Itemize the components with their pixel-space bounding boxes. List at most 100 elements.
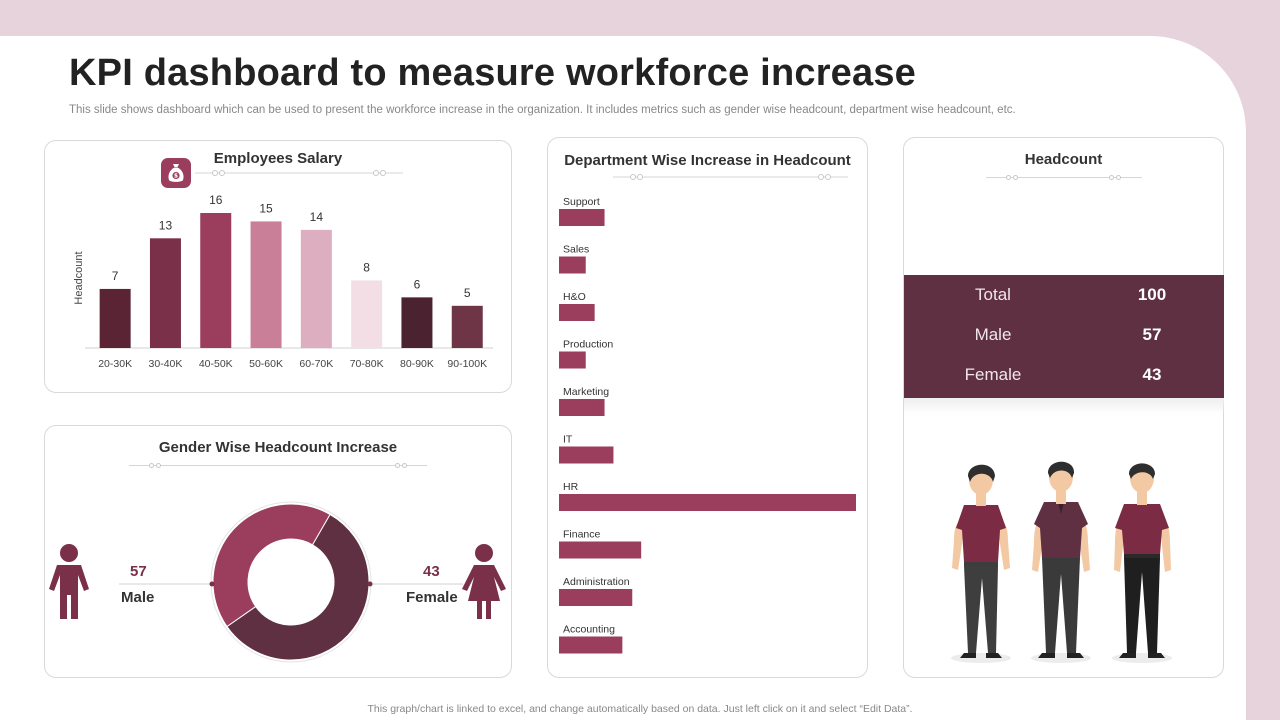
divider-dot [818,174,824,180]
divider-dot [373,170,379,176]
department-label: IT [563,434,573,446]
divider-dot [1116,175,1121,180]
headcount-row-male: Male 57 [904,325,1224,355]
salary-bar-chart: 7 20-30K 13 30-40K 16 40-50K 15 50-60K 14 60-70K 8… [73,170,493,370]
department-label: Administration [563,576,630,588]
people-illustration [951,461,1172,663]
department-bar [559,209,605,226]
person-2-figure [1031,461,1091,663]
headcount-value: 100 [1137,285,1167,304]
salary-bar [451,305,483,348]
department-label: Support [563,196,600,208]
headcount-label: Total [975,285,1011,304]
y-axis-label: Headcount [73,251,85,304]
gender-chart-title: Gender Wise Headcount Increase [158,439,398,456]
department-bar [559,589,633,606]
male-value: 57 [130,563,147,580]
divider-dot [156,463,161,468]
department-label: Finance [563,529,601,541]
female-value: 43 [423,563,440,580]
headcount-value: 57 [1142,325,1162,344]
x-tick-label: 70-80K [350,358,384,370]
salary-bar [149,238,181,348]
department-panel[interactable]: Department Wise Increase in Headcount Su… [547,137,868,678]
department-bar [559,494,856,511]
bar-value-label: 16 [209,193,223,207]
department-bar [559,304,595,321]
x-tick-label: 80-90K [400,358,434,370]
table-shadow [904,398,1224,414]
headcount-value: 43 [1142,365,1162,384]
bar-value-label: 6 [414,277,421,291]
bar-value-label: 14 [310,210,324,224]
headcount-panel[interactable]: Headcount Total 100 Male 57 Female 43 [903,137,1224,678]
divider-dot [630,174,636,180]
divider-dot [219,170,225,176]
divider-dot [637,174,643,180]
footer-note: This graph/chart is linked to excel, and… [367,703,913,715]
salary-panel[interactable]: $ Employees Salary 7 20-30K 13 30-40K 16 40-5… [44,140,512,393]
bar-value-label: 8 [363,261,370,275]
bar-value-label: 5 [464,286,471,300]
department-label: HR [563,481,579,493]
headcount-row-total: Total 100 [904,285,1224,315]
salary-chart-title: Employees Salary [213,150,343,167]
divider-dot [1006,175,1011,180]
department-bar [559,446,614,464]
salary-bar [200,213,232,348]
money-bag-icon: $ [161,158,191,188]
divider-dot [402,463,407,468]
connector-dot [209,581,215,587]
department-bar-chart: Support Sales H&O Production Marketing IT HR Fi… [559,174,856,654]
x-tick-label: 90-100K [447,358,487,370]
bar-value-label: 13 [159,218,173,232]
headcount-title-divider [986,177,1142,178]
person-3-figure [1112,463,1172,663]
department-label: Production [563,339,613,351]
department-label: H&O [563,291,586,303]
x-tick-label: 30-40K [149,358,183,370]
divider-dot [1109,175,1114,180]
divider-dot [212,170,218,176]
divider-dot [825,174,831,180]
headcount-table: Total 100 Male 57 Female 43 [904,275,1224,398]
page-subtitle: This slide shows dashboard which can be … [69,104,1016,116]
male-label: Male [121,589,155,606]
headcount-title: Headcount [1024,151,1103,168]
x-tick-label: 20-30K [98,358,132,370]
department-bar [559,351,586,369]
salary-bar [300,229,332,348]
department-chart-title: Department Wise Increase in Headcount [564,152,851,169]
x-tick-label: 40-50K [199,358,233,370]
department-label: Accounting [563,624,615,636]
svg-text:$: $ [174,173,178,180]
donut-slice [212,503,331,628]
frame-top [0,0,1280,36]
person-1-figure [951,464,1011,663]
department-bar [559,541,642,559]
divider-dot [395,463,400,468]
female-person-icon [462,544,506,619]
x-tick-label: 60-70K [299,358,333,370]
bar-value-label: 15 [259,201,273,215]
page-title: KPI dashboard to measure workforce incre… [69,52,917,94]
department-label: Marketing [563,386,609,398]
connector-dot [367,581,373,587]
bar-value-label: 7 [112,269,119,283]
divider-dot [380,170,386,176]
salary-bar [401,297,433,348]
gender-donut-chart [119,501,463,663]
x-tick-label: 50-60K [249,358,283,370]
divider-dot [149,463,154,468]
department-bar [559,256,586,274]
department-bar [559,636,623,654]
gender-panel[interactable]: Gender Wise Headcount Increase 57 Male 4… [44,425,512,678]
salary-bar [351,280,383,348]
headcount-label: Female [964,365,1022,384]
frame-right [1246,0,1280,720]
male-person-icon [49,544,89,619]
department-bar [559,399,605,416]
salary-bar [99,288,131,348]
headcount-label: Male [974,325,1012,344]
department-label: Sales [563,244,589,256]
